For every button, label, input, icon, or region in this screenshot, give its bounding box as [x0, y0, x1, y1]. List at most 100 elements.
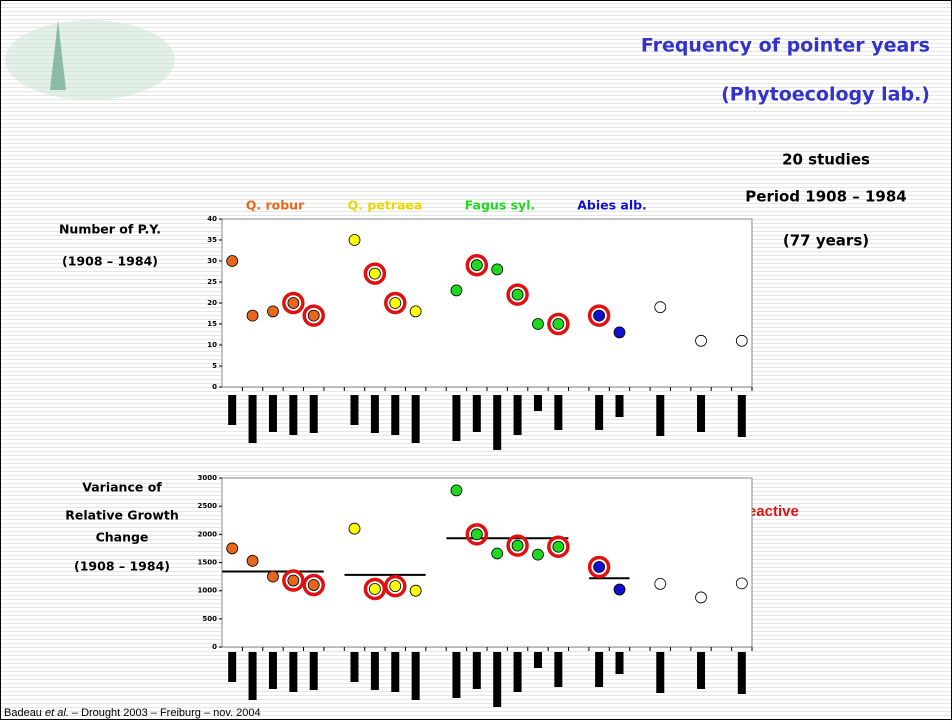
point: [655, 578, 666, 589]
point: [512, 289, 523, 300]
legend-entry: Q. robur: [246, 198, 305, 213]
note: Period 1908 – 1984: [745, 188, 906, 206]
marker-bar: [493, 652, 501, 707]
marker-bar: [595, 395, 603, 430]
marker-bar: [269, 652, 277, 689]
marker-bar: [452, 652, 460, 698]
point: [349, 235, 360, 246]
point: [736, 578, 747, 589]
marker-bar: [514, 395, 522, 435]
point: [594, 562, 605, 573]
point: [736, 335, 747, 346]
marker-bar: [228, 652, 236, 682]
footer-part: Badeau: [4, 707, 45, 719]
marker-bar: [228, 395, 236, 425]
footer: Badeau et al. – Drought 2003 – Freiburg …: [4, 707, 261, 719]
marker-bar: [595, 652, 603, 687]
marker-bar: [656, 395, 664, 436]
point: [532, 549, 543, 560]
marker-bar: [473, 652, 481, 689]
plot-area: [222, 478, 752, 647]
point: [410, 585, 421, 596]
marker-bar: [554, 395, 562, 430]
marker-bar: [738, 652, 746, 694]
point: [696, 335, 707, 346]
point: [614, 327, 625, 338]
marker-bar: [310, 395, 318, 433]
y-axis-label: Variance of: [82, 480, 162, 495]
marker-bar: [351, 395, 359, 425]
y-tick-label: 2000: [198, 530, 218, 538]
marker-bar: [249, 395, 257, 443]
marker-bar: [697, 395, 705, 432]
y-tick-label: 3000: [198, 474, 218, 482]
y-tick-label: 2500: [198, 502, 218, 510]
note: (77 years): [783, 232, 869, 250]
footer-part: – Drought 2003 – Freiburg – nov. 2004: [69, 707, 261, 719]
marker-bar: [351, 652, 359, 682]
y-axis-label: (1908 – 1984): [62, 254, 158, 269]
point: [696, 592, 707, 603]
marker-bar: [452, 395, 460, 441]
marker-bar: [738, 395, 746, 437]
y-tick-label: 0: [212, 643, 217, 651]
point: [655, 302, 666, 313]
point: [247, 310, 258, 321]
legend-entry: Q. petraea: [348, 198, 423, 213]
point: [594, 310, 605, 321]
point: [471, 529, 482, 540]
point: [512, 540, 523, 551]
point: [451, 485, 462, 496]
y-tick-label: 15: [207, 320, 217, 328]
marker-bar: [289, 652, 297, 692]
y-axis-label: Relative Growth: [65, 508, 179, 523]
point: [614, 584, 625, 595]
tree-image: [5, 20, 175, 100]
y-tick-label: 10: [207, 341, 217, 349]
marker-bar: [371, 652, 379, 690]
point: [471, 260, 482, 271]
y-tick-label: 20: [207, 299, 217, 307]
y-tick-label: 1500: [198, 559, 218, 567]
point: [390, 581, 401, 592]
point: [308, 580, 319, 591]
marker-bar: [697, 652, 705, 689]
marker-bar: [371, 395, 379, 433]
marker-bar: [616, 652, 624, 674]
y-tick-label: 35: [207, 236, 217, 244]
marker-bar: [391, 395, 399, 435]
y-tick-label: 5: [212, 362, 217, 370]
marker-bar: [412, 395, 420, 443]
legend-entry: Fagus syl.: [465, 198, 536, 213]
point: [492, 264, 503, 275]
point: [247, 555, 258, 566]
marker-bar: [656, 652, 664, 693]
legend-entry: Abies alb.: [577, 198, 647, 213]
y-tick-label: 0: [212, 383, 217, 391]
y-axis-label: (1908 – 1984): [74, 559, 170, 574]
slide: Frequency of pointer years (Phytoecology…: [0, 0, 952, 720]
marker-bar: [554, 652, 562, 687]
point: [553, 541, 564, 552]
point: [267, 571, 278, 582]
point: [369, 268, 380, 279]
marker-bar: [310, 652, 318, 690]
point: [532, 319, 543, 330]
marker-bar: [493, 395, 501, 450]
y-tick-label: 25: [207, 278, 217, 286]
point: [288, 575, 299, 586]
marker-bar: [616, 395, 624, 417]
title: Frequency of pointer years: [641, 35, 930, 57]
point: [349, 523, 360, 534]
point: [410, 306, 421, 317]
marker-bar: [412, 652, 420, 700]
point: [451, 285, 462, 296]
note: 20 studies: [782, 151, 870, 169]
marker-bar: [534, 395, 542, 411]
y-tick-label: 1000: [198, 587, 218, 595]
y-axis-label: Change: [96, 530, 149, 545]
marker-bar: [473, 395, 481, 432]
marker-bar: [289, 395, 297, 435]
point: [369, 583, 380, 594]
y-tick-label: 30: [207, 257, 217, 265]
